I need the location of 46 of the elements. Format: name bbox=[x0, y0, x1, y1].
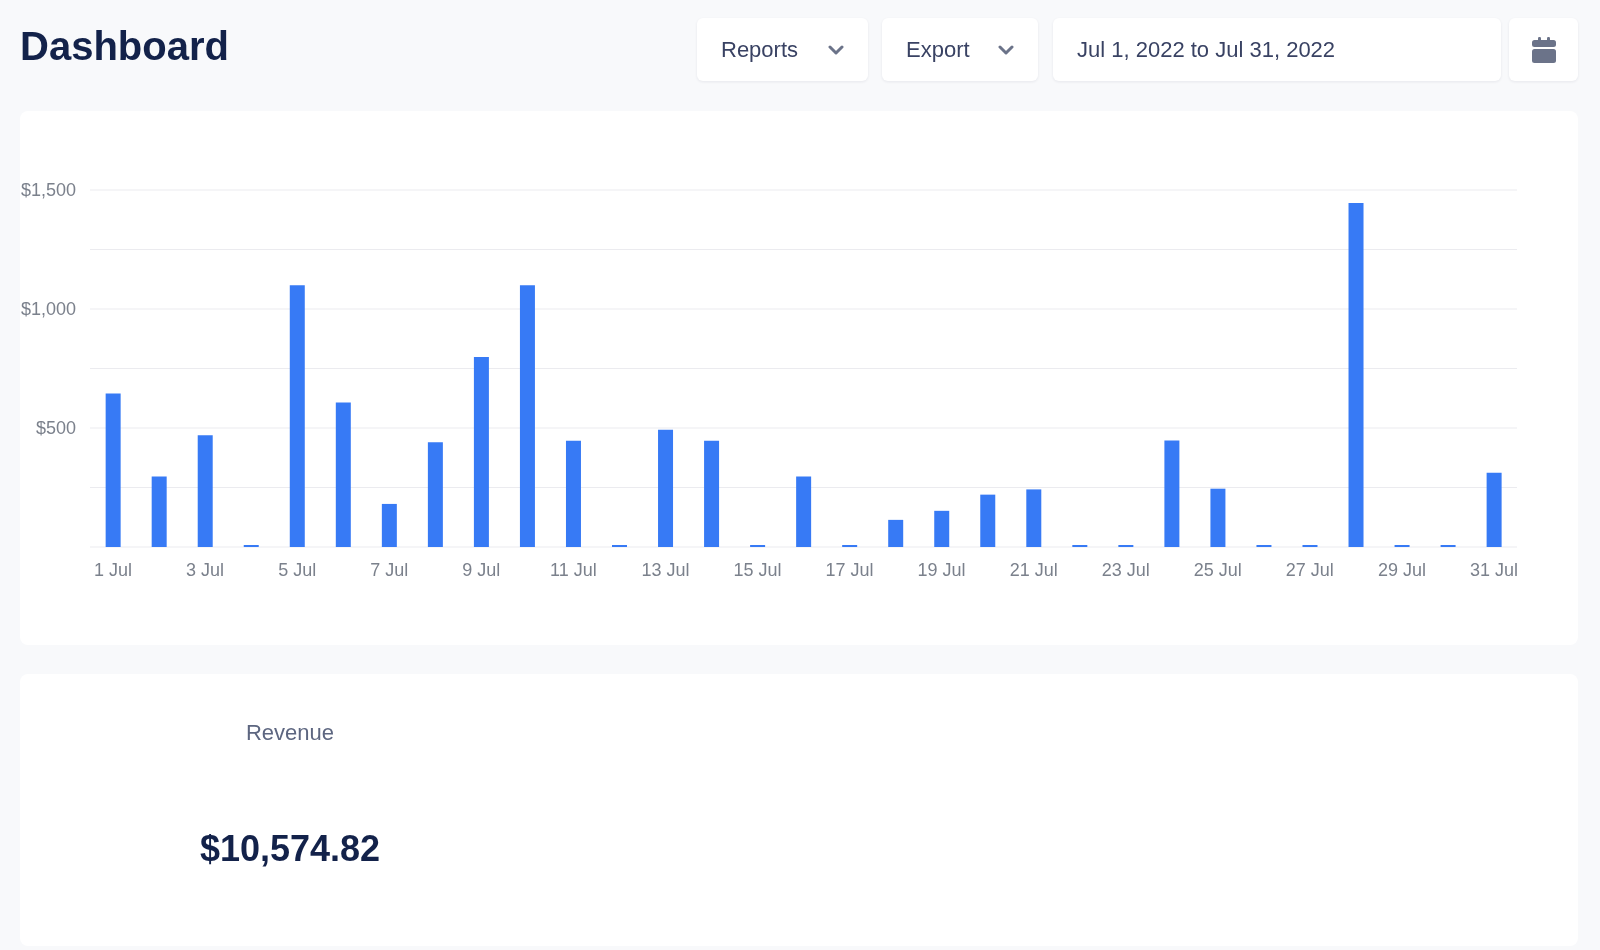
x-tick-label: 17 Jul bbox=[825, 559, 874, 580]
bar bbox=[796, 476, 812, 547]
bar bbox=[335, 402, 351, 547]
bar bbox=[658, 429, 674, 547]
x-tick-label: 3 Jul bbox=[186, 559, 225, 580]
bar bbox=[1486, 472, 1502, 547]
bar bbox=[888, 519, 904, 547]
x-tick-label: 15 Jul bbox=[733, 559, 782, 580]
text: $10,574.82 bbox=[199, 828, 381, 869]
bar bbox=[1026, 489, 1042, 547]
x-tick-label: 29 Jul bbox=[1377, 559, 1426, 580]
bar bbox=[473, 357, 489, 547]
bar bbox=[427, 442, 443, 547]
bar bbox=[289, 285, 305, 547]
bar bbox=[934, 510, 950, 547]
bar bbox=[519, 285, 535, 547]
bar bbox=[151, 476, 167, 547]
chart-title: Dashboard bbox=[20, 24, 229, 68]
x-tick-label: 23 Jul bbox=[1101, 559, 1150, 580]
bar bbox=[704, 440, 720, 547]
bar bbox=[197, 435, 213, 547]
bar bbox=[105, 393, 121, 547]
x-tick-label: 7 Jul bbox=[370, 559, 409, 580]
x-tick-label: 31 Jul bbox=[1469, 559, 1519, 580]
x-tick-label: 5 Jul bbox=[278, 559, 317, 580]
y-tick-label: $1,500 bbox=[20, 180, 76, 201]
x-tick-label: 25 Jul bbox=[1193, 559, 1242, 580]
date-range-field: Jul 1, 2022 to Jul 31, 2022 bbox=[1053, 18, 1501, 81]
x-tick-label: 9 Jul bbox=[462, 559, 501, 580]
text: Revenue bbox=[245, 720, 335, 745]
x-tick-label: 19 Jul bbox=[917, 559, 966, 580]
bar bbox=[565, 440, 581, 547]
bar bbox=[980, 494, 996, 547]
x-tick-label: 11 Jul bbox=[549, 559, 597, 580]
bar bbox=[1348, 203, 1364, 547]
bar bbox=[381, 503, 397, 547]
x-tick-label: 1 Jul bbox=[94, 559, 133, 580]
x-tick-label: 21 Jul bbox=[1009, 559, 1058, 580]
y-tick-label: $500 bbox=[35, 418, 76, 439]
x-tick-label: 27 Jul bbox=[1285, 559, 1334, 580]
dropdown-button: Export bbox=[882, 18, 1038, 81]
bar bbox=[1210, 488, 1226, 547]
dropdown-button: Reports bbox=[697, 18, 868, 81]
y-tick-label: $1,000 bbox=[20, 299, 76, 320]
bar bbox=[1164, 440, 1180, 547]
x-tick-label: 13 Jul bbox=[641, 559, 690, 580]
